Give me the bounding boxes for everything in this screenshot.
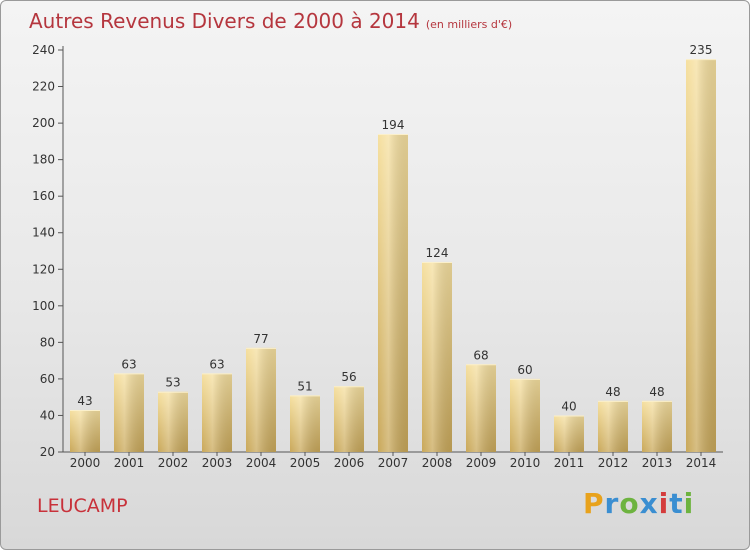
bar-shade bbox=[246, 347, 276, 452]
bar-shade bbox=[510, 378, 540, 452]
x-tick-label: 2004 bbox=[246, 456, 277, 470]
x-tick-label: 2006 bbox=[334, 456, 365, 470]
data-label: 68 bbox=[473, 348, 488, 362]
bar-shade bbox=[422, 261, 452, 452]
data-label: 40 bbox=[561, 399, 576, 413]
chart-title: Autres Revenus Divers de 2000 à 2014 (en … bbox=[29, 9, 512, 33]
x-tick-label: 2002 bbox=[158, 456, 189, 470]
logo-letter-x: x bbox=[639, 487, 659, 520]
x-tick-label: 2012 bbox=[598, 456, 629, 470]
y-tick-label: 120 bbox=[32, 262, 55, 276]
bar-shade bbox=[598, 400, 628, 452]
data-label: 77 bbox=[253, 332, 268, 346]
data-label: 194 bbox=[382, 118, 405, 132]
bar-shade bbox=[642, 400, 672, 452]
chart-title-text: Autres Revenus Divers de 2000 à 2014 bbox=[29, 9, 420, 33]
y-tick-label: 80 bbox=[40, 335, 55, 349]
commune-name: LEUCAMP bbox=[37, 495, 128, 517]
logo-letter-i2: i bbox=[683, 487, 695, 520]
data-label: 63 bbox=[121, 357, 136, 371]
data-label: 56 bbox=[341, 370, 356, 384]
logo-letter-t: t bbox=[669, 487, 684, 520]
x-tick-label: 2000 bbox=[70, 456, 101, 470]
logo-letter-o: o bbox=[619, 487, 640, 520]
y-tick-label: 180 bbox=[32, 153, 55, 167]
bar-shade bbox=[686, 59, 716, 453]
x-tick-label: 2001 bbox=[114, 456, 145, 470]
y-tick-label: 200 bbox=[32, 116, 55, 130]
y-tick-label: 20 bbox=[40, 445, 55, 459]
x-tick-label: 2011 bbox=[554, 456, 585, 470]
bar-shade bbox=[378, 134, 408, 452]
data-label: 235 bbox=[690, 43, 713, 57]
y-tick-label: 100 bbox=[32, 299, 55, 313]
bar-shade bbox=[334, 386, 364, 452]
y-tick-label: 60 bbox=[40, 372, 55, 386]
y-tick-label: 240 bbox=[32, 43, 55, 57]
bar-shade bbox=[202, 373, 232, 452]
data-label: 60 bbox=[517, 363, 532, 377]
x-tick-label: 2013 bbox=[642, 456, 673, 470]
data-label: 48 bbox=[605, 385, 620, 399]
y-tick-label: 160 bbox=[32, 189, 55, 203]
x-tick-label: 2007 bbox=[378, 456, 409, 470]
y-tick-label: 40 bbox=[40, 408, 55, 422]
logo-letter-p: P bbox=[583, 487, 605, 520]
data-label: 48 bbox=[649, 385, 664, 399]
chart-subtitle: (en milliers d'€) bbox=[425, 18, 513, 31]
bar-shade bbox=[114, 373, 144, 452]
bar-shade bbox=[466, 364, 496, 452]
bar-shade bbox=[290, 395, 320, 452]
x-tick-label: 2008 bbox=[422, 456, 453, 470]
bar-shade bbox=[158, 391, 188, 452]
bar-shade bbox=[554, 415, 584, 452]
logo-letter-i: i bbox=[658, 487, 670, 520]
data-label: 43 bbox=[77, 394, 92, 408]
x-tick-label: 2014 bbox=[686, 456, 717, 470]
x-tick-label: 2005 bbox=[290, 456, 321, 470]
x-tick-label: 2010 bbox=[510, 456, 541, 470]
bar-shade bbox=[70, 409, 100, 452]
logo-letter-r: r bbox=[604, 487, 620, 520]
x-tick-label: 2009 bbox=[466, 456, 497, 470]
x-tick-label: 2003 bbox=[202, 456, 233, 470]
y-tick-label: 220 bbox=[32, 80, 55, 94]
data-label: 63 bbox=[209, 357, 224, 371]
data-label: 124 bbox=[426, 246, 449, 260]
proxiti-logo: Proxiti bbox=[583, 487, 694, 520]
data-label: 51 bbox=[297, 379, 312, 393]
y-tick-label: 140 bbox=[32, 226, 55, 240]
data-label: 53 bbox=[165, 376, 180, 390]
